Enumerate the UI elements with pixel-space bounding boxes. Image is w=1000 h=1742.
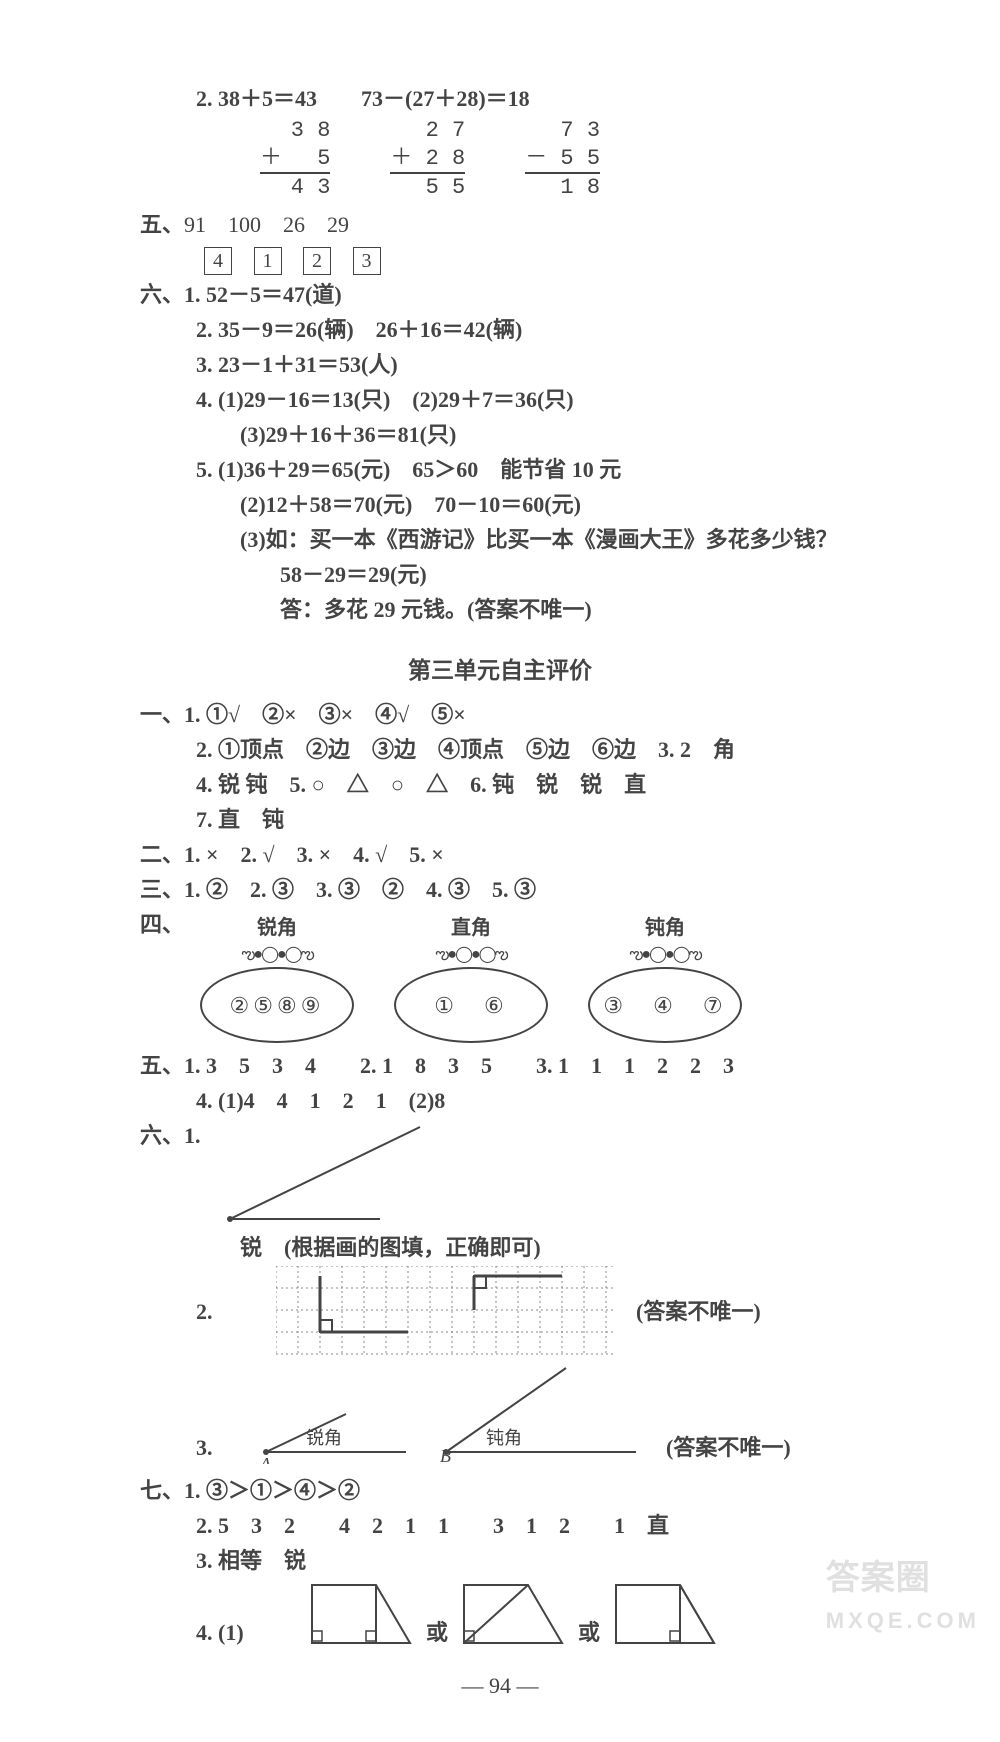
or-2: 或	[578, 1616, 600, 1649]
svg-text:A: A	[259, 1454, 272, 1464]
u3-7-4: 4. (1)	[140, 1616, 306, 1649]
u3-5-1: 五、1. 3 5 3 4 2. 1 8 3 5 3. 1 1 1 2 2 3	[140, 1049, 860, 1082]
u3-1-2: 2. ①顶点 ②边 ③边 ④顶点 ⑤边 ⑥边 3. 2 角	[140, 733, 860, 766]
sec6-5e: 答：多花 29 元钱。(答案不唯一)	[140, 593, 860, 626]
calc-3: 7 3 － 5 5 1 8	[525, 117, 600, 202]
page-footer: — 94 —	[140, 1669, 860, 1702]
u3-6-label: 六、1.	[140, 1119, 220, 1152]
sec5-boxes: 4 1 2 3	[140, 243, 860, 276]
oval-label-2: 直角	[394, 913, 548, 943]
angle-b-svg: B 钝角	[416, 1364, 656, 1464]
calc-1: 3 8 ＋ 5 4 3	[260, 117, 330, 202]
grid-svg	[276, 1266, 616, 1356]
sec6-5a: 5. (1)36＋29＝65(元) 65＞60 能节省 10 元	[140, 453, 860, 486]
u3-5-2: 4. (1)4 4 1 2 1 (2)8	[140, 1084, 860, 1117]
sec6-2: 2. 35－9＝26(辆) 26＋16＝42(辆)	[140, 313, 860, 346]
oval-2: ① ⑥	[394, 967, 548, 1043]
sec6-5c: (3)如：买一本《西游记》比买一本《漫画大王》多花多少钱？	[140, 523, 860, 556]
u3-7-2: 2. 5 3 2 4 2 1 1 3 1 2 1 直	[140, 1509, 860, 1542]
sec6-4a: 4. (1)29－16＝13(只) (2)29＋7＝36(只)	[140, 383, 860, 416]
watermark: 答案圈 MXQE.COM	[826, 1553, 980, 1637]
oval-deco-3: ఌ●◯●◯ఌ	[588, 943, 742, 967]
sec6-3: 3. 23－1＋31＝53(人)	[140, 348, 860, 381]
u3-1-1: 一、1. ①√ ②× ③× ④√ ⑤×	[140, 698, 860, 731]
oval-label-1: 锐角	[200, 913, 354, 943]
sec6-5d: 58－29＝29(元)	[140, 558, 860, 591]
u3-7-3: 3. 相等 锐	[140, 1544, 860, 1577]
trap-2	[458, 1579, 568, 1649]
trap-1	[306, 1579, 416, 1649]
u3-6-note1: 锐 (根据画的图填，正确即可)	[140, 1231, 860, 1264]
calc-2: 2 7 ＋ 2 8 5 5	[390, 117, 465, 202]
sec5: 五、91 100 26 29	[140, 208, 860, 241]
u3-6-q2: 2.	[140, 1295, 276, 1328]
sec6-1: 六、1. 52－5＝47(道)	[140, 278, 860, 311]
oval-label-3: 钝角	[588, 913, 742, 943]
u3-6-q3note: (答案不唯一)	[666, 1431, 791, 1464]
u3-1-4: 7. 直 钝	[140, 803, 860, 836]
unit3-title: 第三单元自主评价	[140, 654, 860, 689]
ovals: 锐角 ఌ●◯●◯ఌ ②⑤⑧⑨ 直角 ఌ●◯●◯ఌ ① ⑥ 钝角 ఌ●◯●◯ఌ ③…	[200, 913, 860, 1043]
u3-6-q2note: (答案不唯一)	[636, 1295, 761, 1328]
q2-header: 2. 38＋5＝43 73－(27＋28)＝18	[140, 82, 860, 115]
angle-acute-svg	[220, 1119, 440, 1229]
oval-deco-1: ఌ●◯●◯ఌ	[200, 943, 354, 967]
u3-3: 三、1. ② 2. ③ 3. ③ ② 4. ③ 5. ③	[140, 873, 860, 906]
svg-text:B: B	[440, 1446, 451, 1464]
u3-7-1: 七、1. ③＞①＞④＞②	[140, 1474, 860, 1507]
sec6-4b: (3)29＋16＋36＝81(只)	[140, 418, 860, 451]
angle-a-svg: A 锐角	[256, 1384, 416, 1464]
trap-3	[610, 1579, 720, 1649]
oval-1: ②⑤⑧⑨	[200, 967, 354, 1043]
oval-deco-2: ఌ●◯●◯ఌ	[394, 943, 548, 967]
sec6-5b: (2)12＋58＝70(元) 70－10＝60(元)	[140, 488, 860, 521]
u3-2: 二、1. × 2. √ 3. × 4. √ 5. ×	[140, 838, 860, 871]
u3-1-3: 4. 锐 钝 5. ○ △ ○ △ 6. 钝 锐 锐 直	[140, 768, 860, 801]
svg-text:锐角: 锐角	[306, 1428, 342, 1448]
oval-3: ③ ④ ⑦	[588, 967, 742, 1043]
or-1: 或	[426, 1616, 448, 1649]
u3-6-q3: 3.	[140, 1431, 256, 1464]
svg-text:钝角: 钝角	[486, 1428, 522, 1448]
